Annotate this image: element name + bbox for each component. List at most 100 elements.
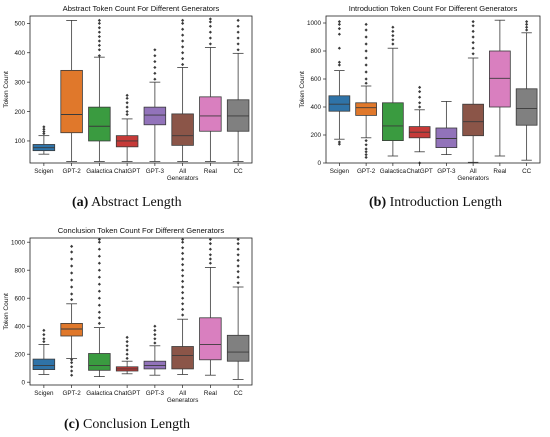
outlier-point [42, 340, 46, 344]
x-tick-label: Real [204, 168, 217, 175]
outlier-point [70, 285, 74, 289]
outlier-point [181, 27, 185, 31]
box-galactica [382, 25, 404, 157]
caption-text: Introduction Length [389, 195, 502, 210]
outlier-point [153, 59, 157, 64]
box-galactica [88, 237, 111, 378]
outlier-point [208, 36, 212, 40]
outlier-point [153, 324, 157, 328]
iqr-box [515, 88, 538, 126]
x-tick-label: CC [522, 168, 532, 175]
y-tick-label: 100 [14, 138, 25, 145]
outlier-point [236, 18, 240, 23]
outlier-point [181, 246, 185, 250]
iqr-box [143, 106, 167, 126]
outlier-point [208, 247, 212, 251]
outlier-point [337, 32, 341, 36]
outlier-point [236, 275, 240, 279]
box-gpt-2 [355, 22, 377, 159]
box-gpt-2 [60, 244, 83, 377]
outlier-point [418, 90, 422, 94]
iqr-box [88, 353, 111, 371]
outlier-point [97, 316, 101, 320]
y-axis-label: Token Count [3, 293, 10, 330]
outlier-point [208, 42, 212, 46]
outlier-point [364, 63, 368, 67]
outlier-point [153, 328, 157, 332]
y-tick-label: 1000 [11, 239, 26, 246]
outlier-point [236, 42, 240, 46]
outlier-point [471, 29, 475, 33]
outlier-point [125, 112, 129, 117]
outlier-point [97, 54, 101, 58]
x-tick-label-line: CC [522, 168, 532, 175]
outlier-point [125, 101, 129, 105]
outlier-point [97, 237, 101, 241]
outlier-point [391, 29, 395, 33]
outlier-point [125, 96, 129, 100]
outlier-point [42, 129, 46, 134]
x-tick-label: ChatGPT [114, 390, 140, 397]
box-real [489, 19, 511, 157]
outlier-point [125, 352, 129, 356]
y-tick-label: 200 [14, 351, 25, 358]
x-tick-label-line: All [179, 168, 186, 175]
introduction-boxplot: Introduction Token Count For Different G… [299, 4, 541, 182]
outlier-point [337, 22, 341, 26]
outlier-point [471, 52, 475, 56]
outlier-point [471, 24, 475, 28]
outlier-point [236, 24, 240, 28]
x-tick-label: GPT-2 [63, 168, 82, 175]
x-tick-label: Real [493, 168, 506, 175]
outlier-point [42, 132, 46, 136]
outlier-point [236, 264, 240, 268]
outlier-point [208, 257, 212, 261]
outlier-point [70, 373, 74, 377]
outlier-point [181, 240, 185, 244]
outlier-point [364, 150, 368, 154]
iqr-box [171, 346, 194, 370]
outlier-point [70, 257, 74, 261]
outlier-point [153, 341, 157, 345]
outlier-point [181, 251, 185, 255]
y-tick-label: 1000 [307, 20, 322, 27]
outlier-point [125, 348, 129, 352]
outlier-point [97, 21, 101, 25]
outlier-point [125, 105, 129, 109]
outlier-point [208, 30, 212, 34]
outlier-point [236, 36, 240, 40]
y-tick-label: 200 [310, 132, 321, 139]
chart-title: Abstract Token Count For Different Gener… [63, 4, 220, 13]
iqr-box [32, 358, 56, 371]
outlier-point [181, 302, 185, 306]
outlier-point [97, 26, 101, 30]
x-tick-label: GPT-3 [146, 390, 165, 397]
outlier-point [97, 289, 101, 293]
box-chatgpt [115, 335, 139, 375]
box-real [199, 17, 222, 162]
conclusion-boxplot: Conclusion Token Count For Different Gen… [3, 226, 253, 404]
x-tick-label-line: Galactica [86, 168, 113, 175]
x-tick-label: GPT-2 [63, 390, 82, 397]
y-tick-label: 400 [14, 50, 25, 57]
outlier-point [181, 237, 185, 241]
x-tick-label-line: ChatGPT [114, 168, 140, 175]
y-tick-label: 800 [310, 48, 321, 55]
x-tick-label-line: GPT-3 [146, 168, 165, 175]
x-tick-label-line: CC [234, 168, 244, 175]
outlier-point [125, 109, 129, 114]
outlier-point [208, 20, 212, 24]
outlier-point [391, 34, 395, 38]
outlier-point [42, 328, 46, 332]
x-tick-label-line: Real [204, 390, 217, 397]
box-scigen [328, 20, 351, 146]
box-gpt-3 [435, 101, 458, 156]
outlier-point [208, 237, 212, 241]
x-tick-label-line: Scigen [34, 390, 54, 397]
y-tick-label: 600 [14, 295, 25, 302]
x-tick-label-line: Generators [167, 175, 199, 182]
outlier-point [364, 70, 368, 74]
y-tick-label: 400 [14, 323, 25, 330]
chart-panel-introduction: Introduction Token Count For Different G… [290, 0, 550, 190]
outlier-point [236, 270, 240, 274]
